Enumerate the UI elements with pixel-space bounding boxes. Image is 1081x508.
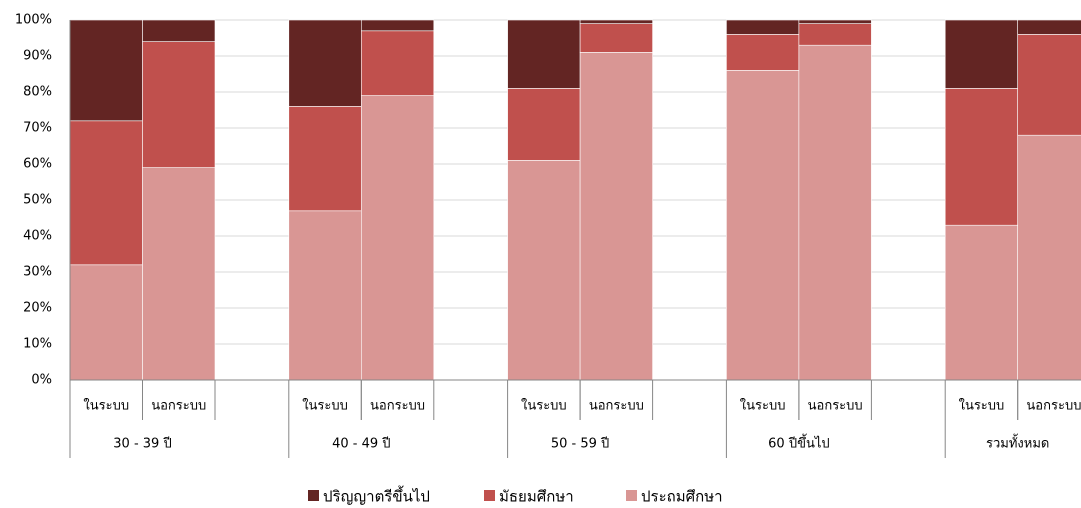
bar-segment xyxy=(798,23,872,46)
x-tick-label: ในระบบ xyxy=(740,398,786,414)
group-label: รวมทั้งหมด xyxy=(986,434,1049,452)
legend-label: ประถมศึกษา xyxy=(641,488,723,506)
bar-segment xyxy=(69,120,143,266)
y-tick-label: 80% xyxy=(23,85,52,100)
bar-segment xyxy=(288,106,362,212)
bar-segment xyxy=(360,19,435,32)
bar-segment xyxy=(142,167,216,381)
x-tick-label: นอกระบบ xyxy=(589,399,644,414)
x-tick-label: นอกระบบ xyxy=(1026,399,1081,414)
y-tick-label: 20% xyxy=(23,301,52,316)
legend-label: มัธยมศึกษา xyxy=(499,488,574,506)
bar-segment xyxy=(142,41,216,168)
y-tick-label: 10% xyxy=(23,337,52,352)
legend-swatch xyxy=(308,490,319,501)
y-tick-label: 50% xyxy=(23,193,52,208)
bar-segment xyxy=(726,34,800,71)
y-tick-label: 30% xyxy=(23,265,52,280)
y-tick-label: 0% xyxy=(31,373,52,388)
bar-segment xyxy=(360,30,435,96)
bar-segment xyxy=(360,95,435,381)
y-tick-label: 60% xyxy=(23,157,52,172)
x-tick-label: ในระบบ xyxy=(959,398,1005,414)
bar-segment xyxy=(69,264,143,381)
bar-segment xyxy=(1017,19,1081,35)
x-tick-label: นอกระบบ xyxy=(370,399,425,414)
y-tick-label: 100% xyxy=(15,13,52,28)
x-tick-label: นอกระบบ xyxy=(151,399,206,414)
legend-swatch xyxy=(626,490,637,501)
x-tick-label: ในระบบ xyxy=(521,398,567,414)
bar-segment xyxy=(288,19,362,107)
bar-segment xyxy=(579,52,653,381)
group-label: 40 - 49 ปี xyxy=(332,436,390,452)
bar-segment xyxy=(579,23,653,53)
bar-segment xyxy=(798,44,872,381)
bar-segment xyxy=(142,19,216,42)
bar-segment xyxy=(1017,134,1081,381)
bar-segment xyxy=(507,19,581,89)
bar-segment xyxy=(507,160,581,381)
x-tick-label: ในระบบ xyxy=(83,398,129,414)
legend-label: ปริญญาตรีขึ้นไป xyxy=(323,486,430,506)
bar-segment xyxy=(1017,34,1081,136)
group-label: 50 - 59 ปี xyxy=(551,436,609,452)
bar-segment xyxy=(798,19,872,24)
legend-swatch xyxy=(484,490,495,501)
x-tick-label: ในระบบ xyxy=(302,398,348,414)
bar-segment xyxy=(944,19,1019,89)
bar-segment xyxy=(726,70,800,381)
bar-segment xyxy=(69,19,143,122)
y-tick-label: 70% xyxy=(23,121,52,136)
x-tick-label: นอกระบบ xyxy=(808,399,863,414)
y-tick-label: 40% xyxy=(23,229,52,244)
bar-segment xyxy=(579,19,653,24)
bar-segment xyxy=(507,88,581,161)
bar-segment xyxy=(288,210,362,381)
bar-segment xyxy=(944,88,1019,226)
bar-segment xyxy=(726,19,800,35)
group-label: 30 - 39 ปี xyxy=(113,436,171,452)
y-tick-label: 90% xyxy=(23,49,52,64)
bar-segment xyxy=(944,224,1019,381)
group-label: 60 ปีขึ้นไป xyxy=(768,434,830,452)
